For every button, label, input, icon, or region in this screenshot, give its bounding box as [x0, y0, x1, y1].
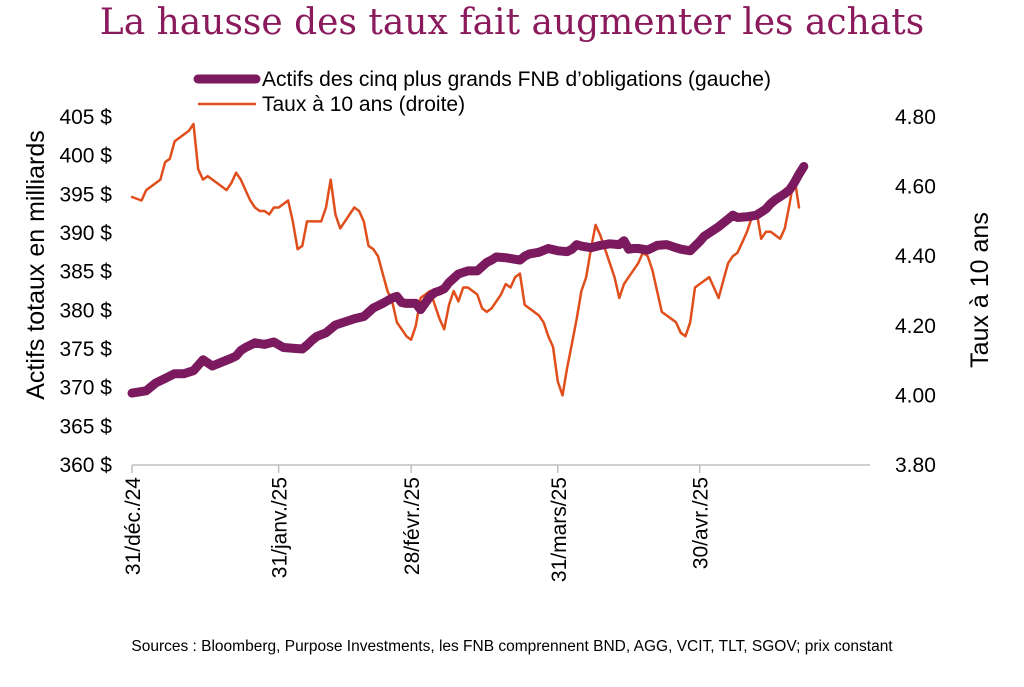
y-axis-right-title: Taux à 10 ans: [966, 212, 994, 368]
x-tick-label: 28/févr./25: [401, 477, 424, 575]
y-left-tick-label: 375 $: [59, 338, 112, 361]
y-axis-right-ticks: 4.80 4.60 4.40 4.20 4.00 3.80: [895, 106, 936, 477]
chart-legend: Actifs des cinq plus grands FNB d’obliga…: [193, 68, 771, 116]
series-line-assets: [127, 162, 809, 398]
y-right-tick-label: 4.00: [895, 384, 936, 407]
x-tick-label: 30/avr./25: [690, 477, 713, 569]
y-left-tick-label: 400 $: [59, 145, 112, 168]
legend-label-rate: Taux à 10 ans (droite): [262, 93, 465, 116]
series-layer: [127, 122, 809, 398]
source-note: Sources : Bloomberg, Purpose Investments…: [131, 638, 893, 655]
y-left-tick-label: 405 $: [59, 106, 112, 129]
y-left-tick-label: 370 $: [59, 377, 112, 400]
legend-label-assets: Actifs des cinq plus grands FNB d’obliga…: [262, 68, 771, 91]
y-right-tick-label: 4.20: [895, 315, 936, 338]
y-right-tick-label: 4.80: [895, 106, 936, 129]
chart-title: La hausse des taux fait augmenter les ac…: [99, 2, 925, 43]
x-tick-label: 31/mars/25: [548, 477, 571, 582]
x-axis-ticks: 31/déc./24 31/janv./25 28/févr./25 31/mars/…: [122, 465, 713, 582]
y-left-tick-label: 365 $: [59, 415, 112, 438]
y-left-tick-label: 395 $: [59, 183, 112, 206]
y-axis-left-title: Actifs totaux en milliards: [22, 130, 50, 400]
x-tick-label: 31/janv./25: [269, 477, 292, 578]
series-line-rate: [130, 122, 801, 397]
x-tick-label: 31/déc./24: [122, 477, 145, 575]
y-left-tick-label: 360 $: [59, 454, 112, 477]
y-left-tick-label: 380 $: [59, 299, 112, 322]
y-left-tick-label: 390 $: [59, 222, 112, 245]
y-right-tick-label: 4.60: [895, 176, 936, 199]
y-left-tick-label: 385 $: [59, 261, 112, 284]
y-axis-left-ticks: 405 $ 400 $ 395 $ 390 $ 385 $ 380 $ 375 $ 370 $…: [59, 106, 112, 477]
y-right-tick-label: 3.80: [895, 454, 936, 477]
y-right-tick-label: 4.40: [895, 245, 936, 268]
